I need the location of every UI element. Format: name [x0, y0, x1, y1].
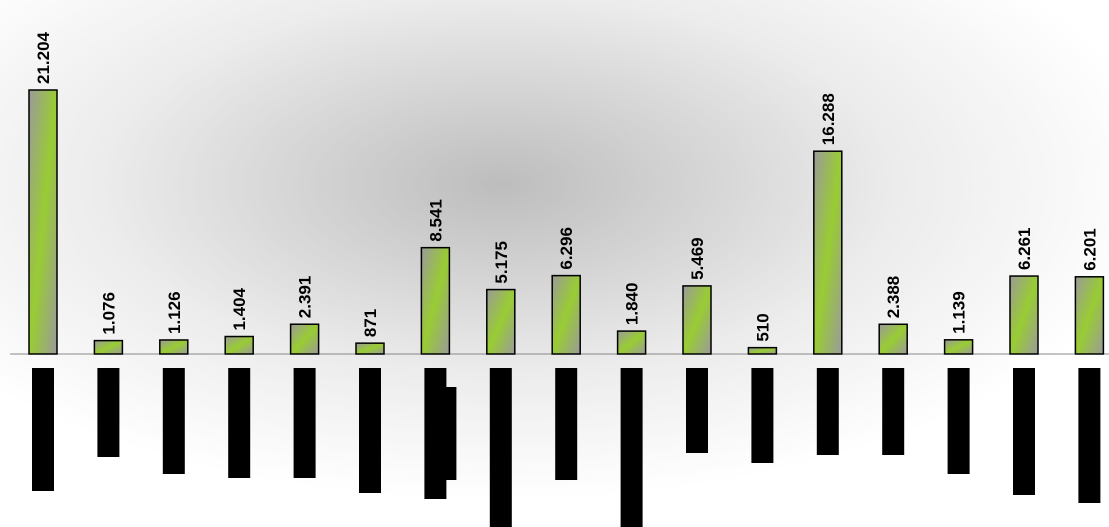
bar — [224, 335, 254, 355]
bar — [486, 288, 516, 355]
value-label: 6.201 — [1080, 228, 1099, 271]
redaction — [686, 368, 708, 453]
redaction — [1078, 368, 1101, 503]
bar — [355, 342, 385, 355]
bar — [28, 89, 58, 355]
value-label: 1.840 — [623, 283, 642, 326]
redaction — [620, 368, 643, 527]
bar — [878, 323, 908, 355]
value-label: 871 — [361, 309, 380, 337]
value-label: 8.541 — [426, 199, 445, 242]
value-label: 1.126 — [165, 291, 184, 334]
value-label: 510 — [753, 313, 772, 341]
value-label: 5.469 — [688, 237, 707, 280]
bar — [747, 346, 778, 355]
value-label: 5.175 — [492, 241, 511, 284]
bar — [616, 330, 647, 355]
bar — [943, 339, 974, 355]
value-label: 6.261 — [1015, 228, 1034, 271]
bar — [813, 150, 843, 355]
value-label: 1.076 — [99, 292, 118, 335]
redaction — [1013, 368, 1035, 495]
bar — [289, 323, 320, 355]
redaction — [97, 368, 120, 457]
bar — [1074, 276, 1105, 355]
redaction — [436, 387, 457, 480]
value-label: 1.404 — [230, 287, 249, 330]
bar — [159, 339, 189, 355]
value-label: 1.139 — [950, 291, 969, 334]
bar — [682, 285, 712, 355]
redaction — [293, 368, 316, 478]
value-label: 2.391 — [296, 276, 315, 319]
redaction — [751, 368, 774, 463]
redaction — [359, 368, 381, 493]
redaction — [489, 368, 512, 527]
redaction — [947, 368, 970, 474]
value-label: 21.204 — [34, 31, 53, 84]
bar — [420, 246, 451, 355]
redaction — [162, 368, 185, 474]
redaction — [32, 368, 54, 491]
redaction — [228, 368, 251, 478]
bar — [93, 339, 124, 355]
redaction — [816, 368, 839, 455]
value-label: 16.288 — [819, 93, 838, 145]
value-label: 2.388 — [884, 276, 903, 319]
value-label: 6.296 — [557, 227, 576, 270]
bar — [1009, 275, 1039, 355]
redaction — [555, 368, 578, 480]
bar — [551, 274, 581, 355]
redaction — [882, 368, 905, 455]
